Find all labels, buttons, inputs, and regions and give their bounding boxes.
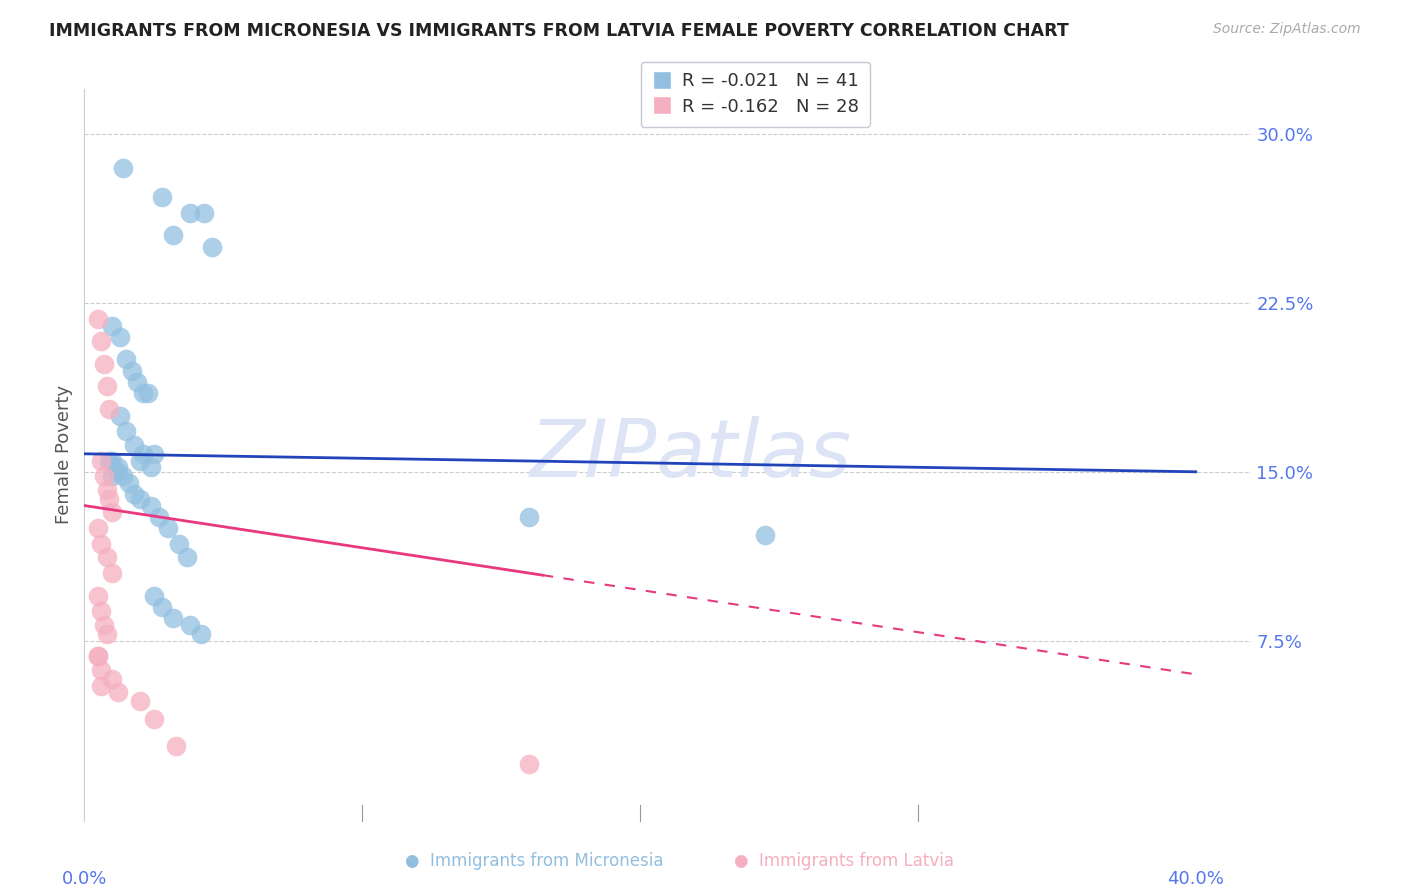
Text: ●  Immigrants from Micronesia: ● Immigrants from Micronesia <box>405 852 664 870</box>
Point <box>165 739 187 754</box>
Point <box>93 469 115 483</box>
Point <box>150 190 173 204</box>
Point <box>90 334 112 349</box>
Point <box>98 491 121 506</box>
Point <box>87 521 110 535</box>
Point <box>132 447 155 461</box>
Point <box>124 438 146 452</box>
Point <box>101 672 124 686</box>
Point <box>96 379 118 393</box>
Point <box>129 491 152 506</box>
Text: 0.0%: 0.0% <box>62 871 107 888</box>
Text: Source: ZipAtlas.com: Source: ZipAtlas.com <box>1213 22 1361 37</box>
Point <box>193 206 215 220</box>
Point <box>96 550 118 565</box>
Point <box>754 528 776 542</box>
Point <box>139 499 162 513</box>
Point <box>176 550 198 565</box>
Point <box>139 460 162 475</box>
Point <box>107 465 129 479</box>
Point <box>101 566 124 580</box>
Point <box>107 685 129 699</box>
Point <box>96 627 118 641</box>
Point <box>142 447 165 461</box>
Text: 40.0%: 40.0% <box>1167 871 1225 888</box>
Text: ●  Immigrants from Latvia: ● Immigrants from Latvia <box>734 852 953 870</box>
Point <box>107 460 129 475</box>
Point <box>517 757 540 772</box>
Point <box>112 161 135 175</box>
Point <box>90 604 112 618</box>
Point <box>190 627 212 641</box>
Point <box>87 589 110 603</box>
Point <box>101 505 124 519</box>
Point <box>110 409 132 423</box>
Point <box>201 240 224 254</box>
Point <box>115 425 138 439</box>
Y-axis label: Female Poverty: Female Poverty <box>55 385 73 524</box>
Point <box>98 401 121 416</box>
Legend: R = -0.021   N = 41, R = -0.162   N = 28: R = -0.021 N = 41, R = -0.162 N = 28 <box>641 62 870 127</box>
Point <box>136 386 159 401</box>
Point <box>87 649 110 664</box>
Point <box>162 611 184 625</box>
Point <box>93 357 115 371</box>
Text: ZIPatlas: ZIPatlas <box>530 416 852 494</box>
Point <box>121 363 143 377</box>
Point <box>142 712 165 726</box>
Point <box>101 469 124 483</box>
Point <box>90 679 112 693</box>
Point <box>179 206 201 220</box>
Point <box>142 589 165 603</box>
Point <box>517 509 540 524</box>
Point <box>179 617 201 632</box>
Point <box>167 537 190 551</box>
Point <box>129 453 152 467</box>
Point <box>162 228 184 243</box>
Point <box>93 617 115 632</box>
Point <box>118 476 141 491</box>
Point <box>127 375 149 389</box>
Point <box>87 649 110 664</box>
Point <box>98 453 121 467</box>
Text: IMMIGRANTS FROM MICRONESIA VS IMMIGRANTS FROM LATVIA FEMALE POVERTY CORRELATION : IMMIGRANTS FROM MICRONESIA VS IMMIGRANTS… <box>49 22 1069 40</box>
Point <box>112 469 135 483</box>
Point <box>132 386 155 401</box>
Point <box>90 453 112 467</box>
Point <box>129 694 152 708</box>
Point <box>90 663 112 677</box>
Point <box>87 311 110 326</box>
Point <box>156 521 179 535</box>
Point <box>90 537 112 551</box>
Point <box>148 509 170 524</box>
Point <box>101 453 124 467</box>
Point <box>124 487 146 501</box>
Point <box>101 318 124 333</box>
Point <box>110 330 132 344</box>
Point <box>150 599 173 614</box>
Point <box>115 352 138 367</box>
Point <box>96 483 118 497</box>
